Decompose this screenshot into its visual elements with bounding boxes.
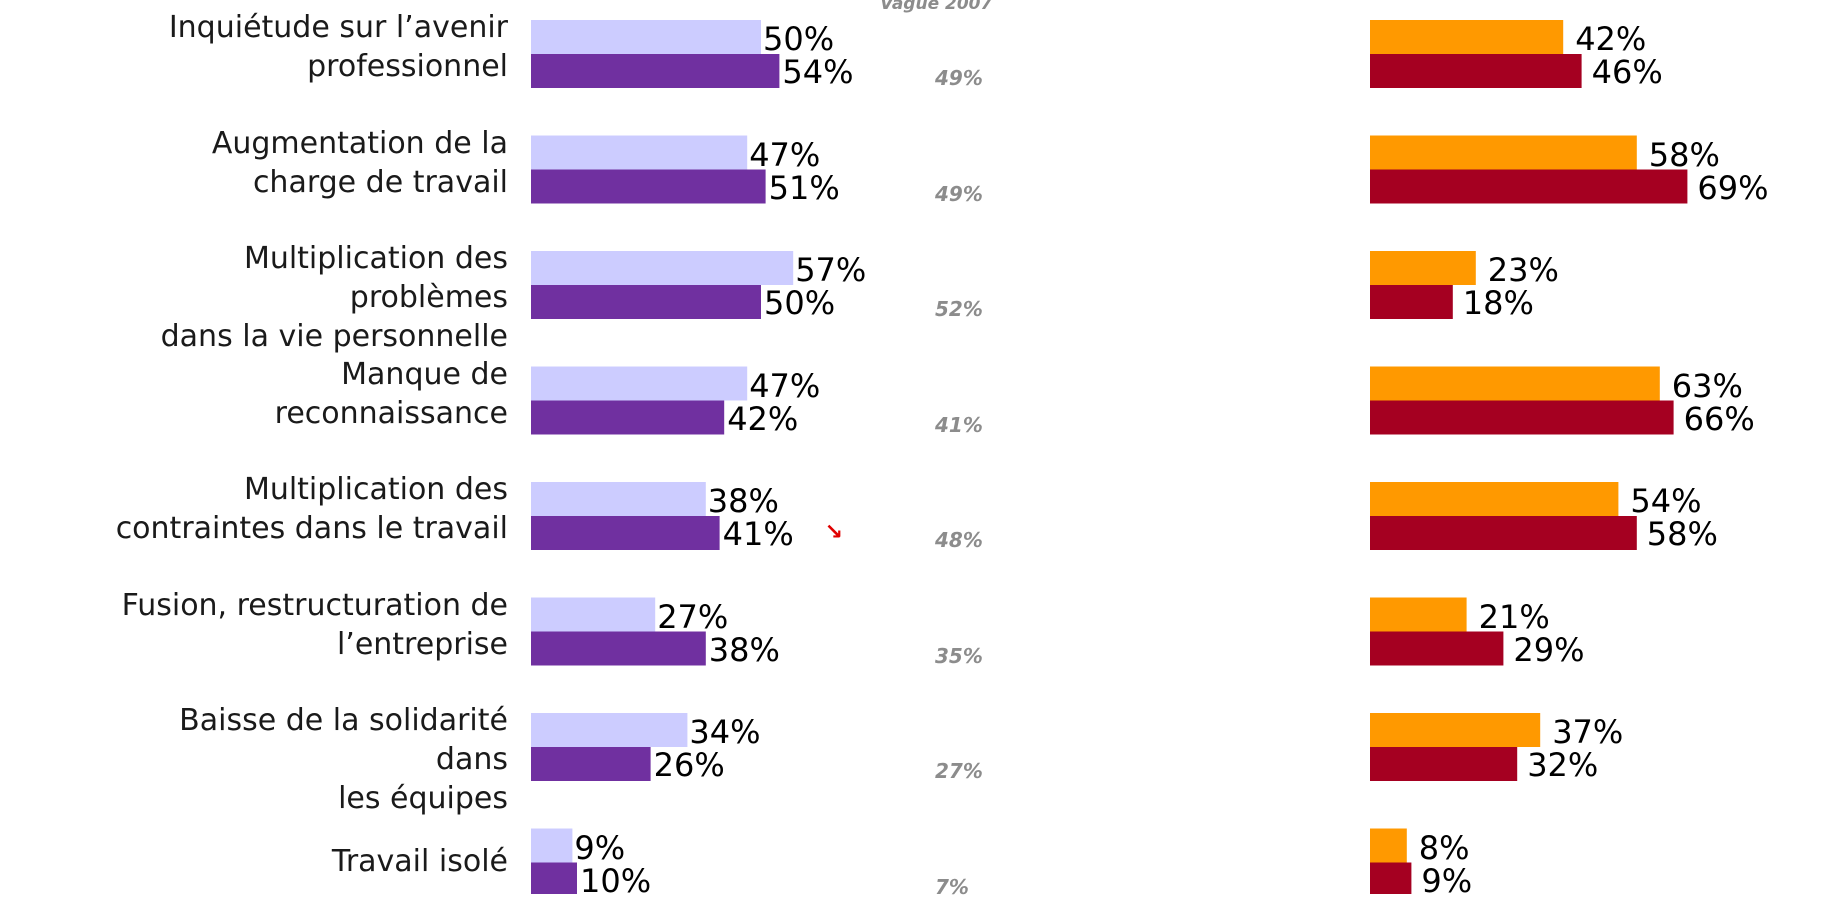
reference-value-label: 7% <box>935 874 969 899</box>
left-bar-series-1 <box>531 135 748 170</box>
category-label-line: Manque de <box>341 356 508 392</box>
left-bar-series-2 <box>531 516 720 550</box>
left-value-label: 42% <box>727 399 799 438</box>
right-value-label: 63% <box>1671 366 1743 405</box>
category-label-line: les équipes <box>338 781 508 816</box>
right-value-label: 21% <box>1478 597 1550 636</box>
left-value-label: 27% <box>657 597 729 636</box>
right-value-label: 42% <box>1575 20 1647 58</box>
right-value-label: 23% <box>1487 251 1559 289</box>
category-label: Augmentation de la charge de travail <box>108 124 508 202</box>
left-value-label: 54% <box>782 53 854 91</box>
right-bar-series-2 <box>1370 54 1582 88</box>
reference-value-label: 27% <box>935 759 983 783</box>
right-bar-series-2 <box>1370 862 1412 894</box>
category-label-line: Travail isolé <box>331 843 508 879</box>
right-bar-series-1 <box>1370 482 1619 516</box>
category-label: Baisse de la solidarité dans les équipes <box>108 701 508 818</box>
right-value-label: 32% <box>1527 746 1599 784</box>
reference-header: Vague 2007 <box>880 0 993 14</box>
left-value-label: 57% <box>795 251 867 289</box>
right-value-label: 54% <box>1630 482 1702 520</box>
left-value-label: 51% <box>768 168 840 207</box>
category-label: Multiplication des contraintes dans le tr… <box>108 470 508 548</box>
category-label-line: Multiplication des <box>243 472 508 507</box>
right-bar-series-1 <box>1370 20 1564 54</box>
category-label: Multiplication des problèmes dans la vie … <box>108 239 508 356</box>
reference-value-label: 41% <box>935 412 983 437</box>
left-bar-series-1 <box>531 713 688 747</box>
left-bar-series-1 <box>531 597 656 632</box>
right-value-label: 37% <box>1552 713 1624 751</box>
left-value-label: 47% <box>749 135 821 174</box>
category-label-line: charge de travail <box>252 164 508 200</box>
category-label-line: Inquiétude sur l’avenir <box>168 10 508 45</box>
right-bar-series-1 <box>1370 713 1541 747</box>
right-value-label: 69% <box>1697 168 1769 207</box>
right-bar-series-2 <box>1370 400 1674 435</box>
right-bar-series-2 <box>1370 631 1504 666</box>
left-bar-series-2 <box>531 862 577 894</box>
left-value-label: 34% <box>689 713 761 751</box>
category-label-line: Multiplication des problèmes <box>243 241 508 315</box>
reference-value-label: 52% <box>935 297 983 321</box>
right-bar-series-2 <box>1370 285 1453 319</box>
left-bar-series-2 <box>531 631 706 666</box>
reference-value-label: 35% <box>935 643 983 668</box>
right-value-label: 18% <box>1462 284 1534 322</box>
right-value-label: 9% <box>1421 861 1473 900</box>
reference-value-label: 49% <box>935 181 983 206</box>
left-value-label: 10% <box>580 861 652 900</box>
right-bar-series-1 <box>1370 135 1637 170</box>
left-value-label: 50% <box>763 20 835 58</box>
left-value-label: 26% <box>653 746 725 784</box>
right-bar-series-2 <box>1370 169 1688 204</box>
category-label-line: contraintes dans le travail <box>115 511 508 546</box>
left-bar-series-2 <box>531 747 651 781</box>
right-bar-series-2 <box>1370 516 1637 550</box>
category-label-line: professionnel <box>307 49 508 84</box>
left-value-label: 38% <box>708 630 780 669</box>
right-value-label: 58% <box>1646 515 1718 553</box>
left-bar-series-1 <box>531 20 761 54</box>
category-label-line: reconnaissance <box>274 395 508 431</box>
right-value-label: 29% <box>1513 630 1585 669</box>
left-value-label: 50% <box>764 284 836 322</box>
right-bar-series-1 <box>1370 251 1476 285</box>
category-label-line: l’entreprise <box>336 626 508 662</box>
left-value-label: 38% <box>707 482 779 520</box>
right-value-label: 66% <box>1683 399 1755 438</box>
category-label: Manque de reconnaissance <box>108 355 508 433</box>
left-bar-series-1 <box>531 482 706 516</box>
left-value-label: 47% <box>749 366 821 405</box>
trend-down-icon: ↘ <box>824 520 844 545</box>
left-value-label: 9% <box>574 828 626 867</box>
category-label-line: dans la vie personnelle <box>160 319 508 354</box>
category-label: Inquiétude sur l’avenir professionnel <box>108 8 508 86</box>
left-bar-series-2 <box>531 169 766 204</box>
right-value-label: 58% <box>1648 135 1720 174</box>
left-bar-series-1 <box>531 828 573 863</box>
category-label-line: Augmentation de la <box>211 125 508 161</box>
left-bar-series-1 <box>531 251 794 285</box>
right-value-label: 46% <box>1591 53 1663 91</box>
left-bar-series-2 <box>531 285 761 319</box>
category-label-line: Fusion, restructuration de <box>121 587 508 623</box>
left-bar-series-2 <box>531 54 780 88</box>
reference-value-label: 49% <box>935 66 983 90</box>
reference-value-label: 48% <box>935 528 983 552</box>
right-bar-series-2 <box>1370 747 1518 781</box>
left-bar-series-1 <box>531 366 748 401</box>
left-bar-series-2 <box>531 400 725 435</box>
left-value-label: 41% <box>722 515 794 553</box>
category-label-line: Baisse de la solidarité dans <box>179 703 508 777</box>
right-bar-series-1 <box>1370 828 1407 863</box>
category-label: Fusion, restructuration de l’entreprise <box>108 586 508 664</box>
right-value-label: 8% <box>1418 828 1470 867</box>
right-bar-series-1 <box>1370 597 1467 632</box>
right-bar-series-1 <box>1370 366 1660 401</box>
category-label: Travail isolé <box>108 842 508 881</box>
